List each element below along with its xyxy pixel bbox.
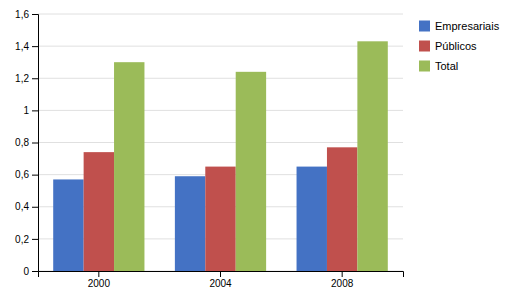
bar	[327, 147, 357, 271]
bar	[297, 167, 327, 271]
y-tick-label: 1,2	[15, 73, 29, 84]
legend-swatch	[419, 21, 430, 32]
grid-line	[38, 110, 403, 111]
bar	[114, 62, 144, 271]
legend-label: Total	[435, 60, 458, 72]
legend-label: Públicos	[435, 40, 477, 52]
y-tick-label: 0,8	[15, 137, 29, 148]
grid-line	[38, 142, 403, 143]
grid-line	[38, 14, 403, 15]
y-tick-mark	[32, 46, 38, 47]
x-tick-label: 2008	[331, 278, 354, 289]
y-tick-mark	[32, 143, 38, 144]
y-tick-mark	[32, 271, 38, 272]
y-tick-label: 0,6	[15, 169, 29, 180]
x-tick: 2000	[88, 271, 111, 289]
legend-item: Empresariais	[419, 20, 500, 32]
y-tick-mark	[32, 239, 38, 240]
y-tick: 1,4	[15, 41, 38, 52]
y-tick: 0,6	[15, 169, 38, 180]
y-tick: 1,6	[15, 9, 38, 20]
chart: 0 0,2 0,4 0,6 0,8 1 1,2 1,4 1,6 2000 2004 2008 Empre…	[0, 0, 513, 297]
y-tick-mark	[32, 78, 38, 79]
y-axis-line	[32, 15, 39, 272]
legend-swatch	[419, 41, 430, 52]
x-tick-label: 2000	[88, 278, 111, 289]
x-axis: 2000 2004 2008	[39, 271, 404, 289]
bar	[236, 72, 266, 271]
bar	[175, 176, 205, 271]
plot: 0 0,2 0,4 0,6 0,8 1 1,2 1,4 1,6 2000 2004 2008	[15, 9, 403, 289]
bar	[205, 167, 235, 271]
x-tick-mark	[98, 271, 99, 277]
x-axis-line	[39, 272, 404, 278]
x-tick: 2008	[331, 271, 354, 289]
x-tick: 2004	[209, 271, 232, 289]
y-tick-label: 0,4	[15, 201, 29, 212]
x-tick-mark	[342, 271, 343, 277]
bars	[53, 41, 388, 271]
legend-item: Total	[419, 60, 458, 72]
y-tick-mark	[32, 14, 38, 15]
y-tick: 0,8	[15, 137, 38, 148]
x-tick-label: 2004	[209, 278, 232, 289]
bar-series	[114, 41, 388, 271]
y-tick-mark	[32, 207, 38, 208]
legend-item: Públicos	[419, 40, 477, 52]
bar	[357, 41, 387, 271]
bar	[84, 152, 114, 271]
y-tick-label: 0	[23, 266, 29, 277]
y-tick: 0,2	[15, 234, 38, 245]
grid	[38, 14, 403, 271]
bar	[53, 179, 83, 271]
legend-swatch	[419, 61, 430, 72]
y-tick: 0	[23, 266, 38, 277]
y-tick-mark	[32, 175, 38, 176]
legend: Empresariais Públicos Total	[419, 20, 500, 72]
y-tick-label: 1	[23, 105, 29, 116]
y-tick-label: 1,6	[15, 9, 29, 20]
y-axis: 0 0,2 0,4 0,6 0,8 1 1,2 1,4 1,6	[15, 9, 38, 277]
y-tick-mark	[32, 110, 38, 111]
y-tick-label: 0,2	[15, 234, 29, 245]
y-tick: 0,4	[15, 201, 38, 212]
y-tick: 1,2	[15, 73, 38, 84]
grid-line	[38, 78, 403, 79]
y-tick: 1	[23, 105, 38, 116]
x-tick-mark	[220, 271, 221, 277]
grid-line	[38, 46, 403, 47]
legend-label: Empresariais	[435, 20, 500, 32]
y-tick-label: 1,4	[15, 41, 29, 52]
